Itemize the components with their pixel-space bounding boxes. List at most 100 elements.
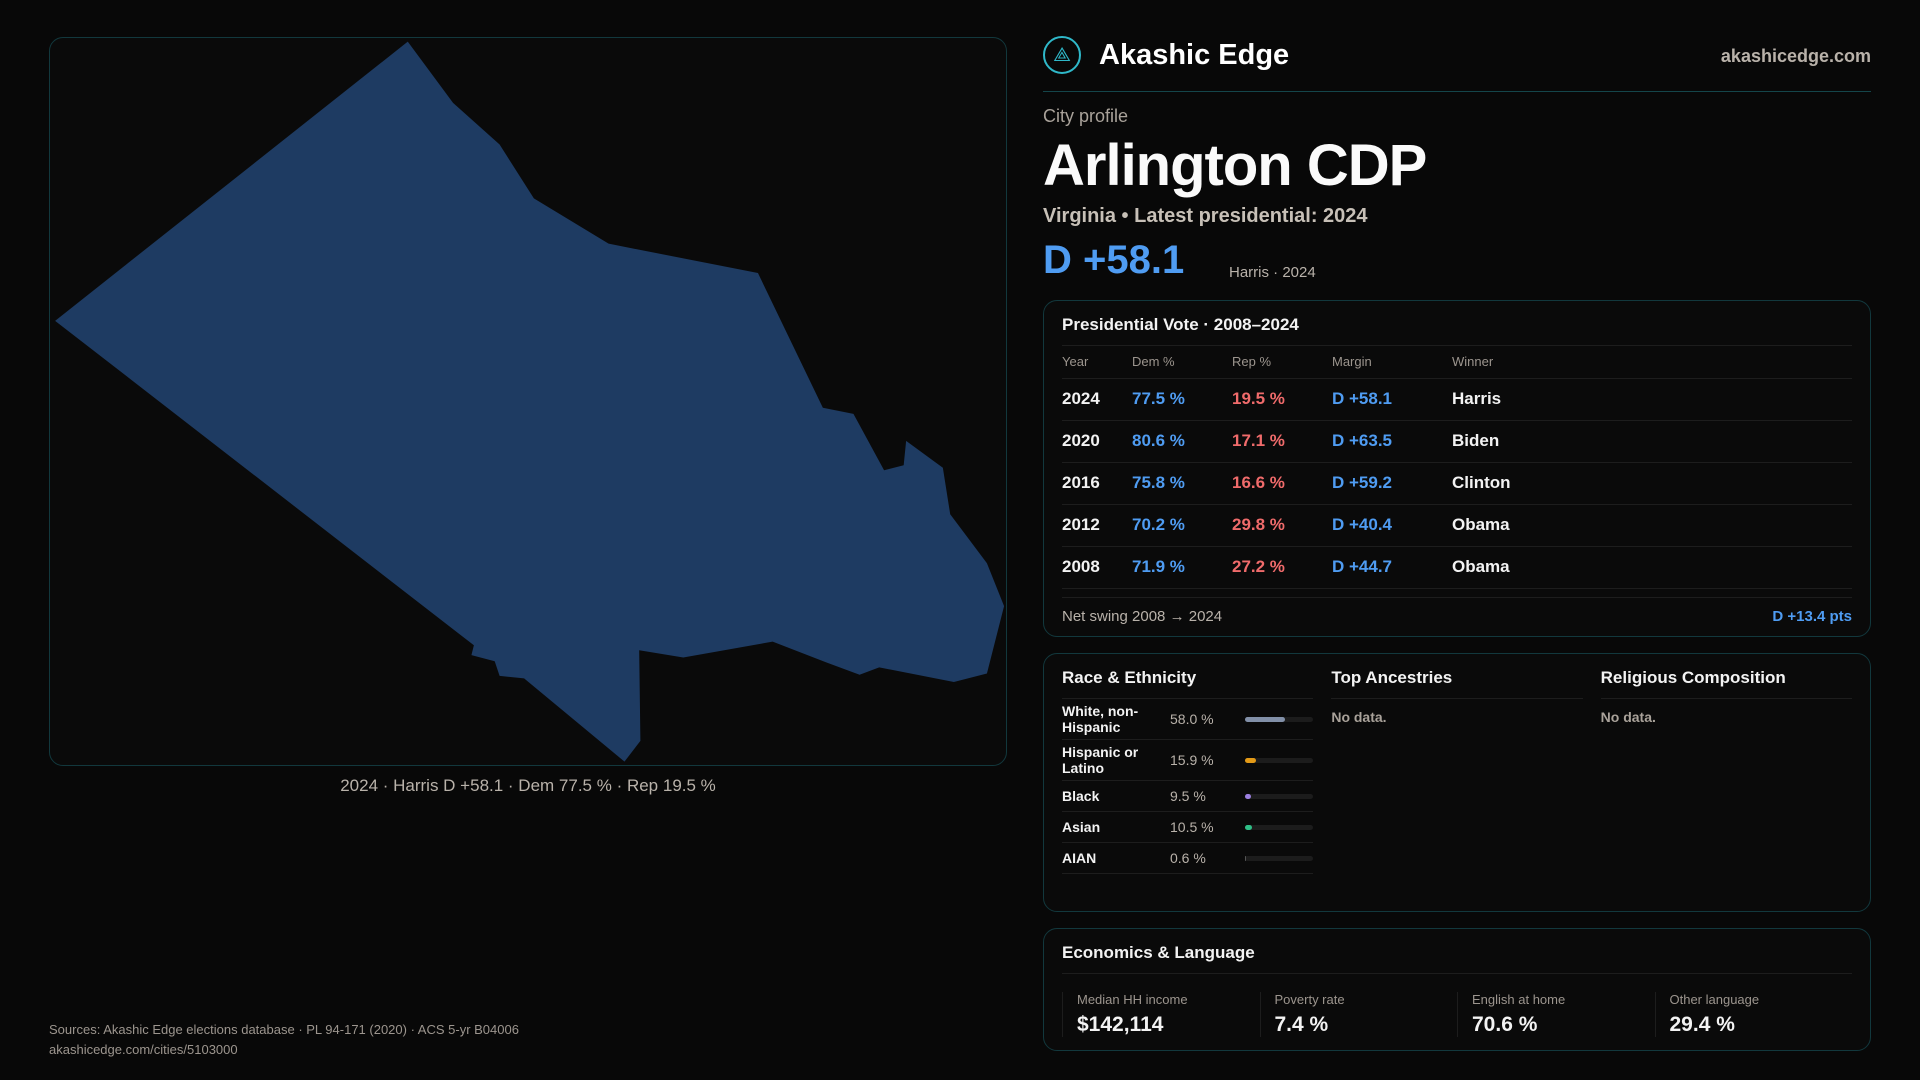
cell-dem: 77.5 % bbox=[1132, 378, 1232, 421]
race-row: White, non-Hispanic 58.0 % bbox=[1062, 699, 1314, 740]
race-section: Race & Ethnicity White, non-Hispanic 58.0… bbox=[1062, 654, 1314, 874]
race-bar bbox=[1245, 793, 1314, 799]
cell-rep: 27.2 % bbox=[1232, 546, 1332, 589]
econ-label: Other language bbox=[1669, 992, 1760, 1007]
cell-year: 2012 bbox=[1062, 504, 1132, 547]
race-value: 9.5 % bbox=[1170, 788, 1206, 804]
ancestries-title: Top Ancestries bbox=[1331, 654, 1583, 699]
race-label: Black bbox=[1062, 788, 1100, 804]
economics-card: Economics & Language Median HH income $14… bbox=[1043, 928, 1871, 1051]
econ-stat: Median HH income $142,114 bbox=[1062, 992, 1260, 1037]
page-kicker: City profile bbox=[1043, 106, 1129, 126]
economics-title: Economics & Language bbox=[1062, 929, 1852, 974]
econ-value: 29.4 % bbox=[1669, 1013, 1735, 1036]
footer: Sources: Akashic Edge elections database… bbox=[49, 1020, 519, 1060]
race-bar bbox=[1245, 855, 1314, 861]
cell-dem: 71.9 % bbox=[1132, 546, 1232, 589]
latest-margin: D +58.1 bbox=[1043, 238, 1185, 282]
econ-value: 70.6 % bbox=[1472, 1013, 1538, 1036]
race-value: 0.6 % bbox=[1170, 850, 1206, 866]
cell-winner: Harris bbox=[1452, 378, 1852, 421]
race-bar-fill bbox=[1245, 793, 1252, 799]
presidential-card: Presidential Vote · 2008–2024 Year Dem %… bbox=[1043, 300, 1871, 637]
col-winner: Winner bbox=[1452, 346, 1852, 379]
cell-year: 2020 bbox=[1062, 420, 1132, 463]
cell-winner: Clinton bbox=[1452, 462, 1852, 505]
net-swing: Net swing 2008 → 2024 D +13.4 pts bbox=[1062, 596, 1852, 635]
race-row: Black 9.5 % bbox=[1062, 781, 1314, 812]
cell-rep: 17.1 % bbox=[1232, 420, 1332, 463]
race-label: AIAN bbox=[1062, 850, 1097, 866]
ancestries-empty: No data. bbox=[1331, 709, 1387, 725]
race-bar bbox=[1245, 757, 1314, 763]
race-bar-fill bbox=[1245, 757, 1256, 763]
page-title: Arlington CDP bbox=[1043, 133, 1427, 198]
race-label: Asian bbox=[1062, 819, 1101, 835]
religion-empty: No data. bbox=[1600, 709, 1656, 725]
cell-year: 2024 bbox=[1062, 378, 1132, 421]
demographics-card: Race & Ethnicity White, non-Hispanic 58.0… bbox=[1043, 653, 1871, 912]
race-label: Hispanic or Latino bbox=[1062, 744, 1139, 776]
cell-rep: 19.5 % bbox=[1232, 378, 1332, 421]
table-row: 2008 71.9 % 27.2 % D +44.7 Obama bbox=[1062, 546, 1852, 589]
cell-margin: D +63.5 bbox=[1332, 420, 1452, 463]
table-row: 2016 75.8 % 16.6 % D +59.2 Clinton bbox=[1062, 462, 1852, 505]
latest-margin-note: Harris · 2024 bbox=[1229, 264, 1316, 281]
econ-stat: English at home 70.6 % bbox=[1457, 992, 1655, 1037]
race-bar-fill bbox=[1245, 716, 1285, 722]
race-title: Race & Ethnicity bbox=[1062, 654, 1314, 699]
race-label: White, non-Hispanic bbox=[1062, 703, 1139, 735]
cell-rep: 29.8 % bbox=[1232, 504, 1332, 547]
econ-label: Median HH income bbox=[1077, 992, 1188, 1007]
cell-dem: 70.2 % bbox=[1132, 504, 1232, 547]
presidential-title: Presidential Vote · 2008–2024 bbox=[1062, 301, 1852, 346]
brand-name: Akashic Edge bbox=[1099, 38, 1290, 71]
religion-title: Religious Composition bbox=[1600, 654, 1852, 699]
race-bar bbox=[1245, 824, 1314, 830]
econ-label: Poverty rate bbox=[1274, 992, 1345, 1007]
cell-winner: Obama bbox=[1452, 504, 1852, 547]
cell-year: 2016 bbox=[1062, 462, 1132, 505]
header-divider bbox=[1043, 91, 1871, 92]
race-value: 58.0 % bbox=[1170, 711, 1214, 727]
cell-dem: 75.8 % bbox=[1132, 462, 1232, 505]
cell-year: 2008 bbox=[1062, 546, 1132, 589]
cell-margin: D +44.7 bbox=[1332, 546, 1452, 589]
footer-url[interactable]: akashicedge.com/cities/5103000 bbox=[49, 1042, 238, 1057]
brand[interactable]: ⟁ Akashic Edge bbox=[1043, 36, 1289, 74]
race-bar bbox=[1245, 716, 1314, 722]
compass-seal-icon: ⟁ bbox=[1043, 36, 1081, 74]
race-value: 10.5 % bbox=[1170, 819, 1214, 835]
net-swing-label: Net swing 2008 → 2024 bbox=[1062, 607, 1223, 625]
city-boundary-shape[interactable] bbox=[55, 41, 1005, 762]
presidential-table: Year Dem % Rep % Margin Winner 2024 77.5 … bbox=[1062, 346, 1852, 589]
cell-rep: 16.6 % bbox=[1232, 462, 1332, 505]
race-row: Asian 10.5 % bbox=[1062, 812, 1314, 843]
site-link[interactable]: akashicedge.com bbox=[1720, 46, 1871, 66]
net-swing-value: D +13.4 pts bbox=[1772, 607, 1852, 625]
cell-margin: D +40.4 bbox=[1332, 504, 1452, 547]
table-row: 2012 70.2 % 29.8 % D +40.4 Obama bbox=[1062, 504, 1852, 547]
map-caption: 2024 · Harris D +58.1 · Dem 77.5 % · Rep… bbox=[340, 776, 716, 795]
table-row: 2020 80.6 % 17.1 % D +63.5 Biden bbox=[1062, 420, 1852, 463]
race-value: 15.9 % bbox=[1170, 752, 1214, 768]
footer-sources: Sources: Akashic Edge elections database… bbox=[49, 1022, 519, 1037]
cell-margin: D +58.1 bbox=[1332, 378, 1452, 421]
race-row: AIAN 0.6 % bbox=[1062, 843, 1314, 874]
cell-margin: D +59.2 bbox=[1332, 462, 1452, 505]
race-bar-fill bbox=[1245, 824, 1253, 830]
cell-winner: Biden bbox=[1452, 420, 1852, 463]
col-rep: Rep % bbox=[1232, 346, 1332, 379]
col-year: Year bbox=[1062, 346, 1132, 379]
race-row: Hispanic or Latino 15.9 % bbox=[1062, 740, 1314, 781]
col-margin: Margin bbox=[1332, 346, 1452, 379]
col-dem: Dem % bbox=[1132, 346, 1232, 379]
econ-stat: Poverty rate 7.4 % bbox=[1259, 992, 1458, 1037]
page-subtitle: Virginia • Latest presidential: 2024 bbox=[1043, 205, 1368, 227]
religion-section: Religious Composition No data. bbox=[1600, 654, 1852, 874]
cell-winner: Obama bbox=[1452, 546, 1852, 589]
econ-value: 7.4 % bbox=[1274, 1013, 1329, 1036]
table-row: 2024 77.5 % 19.5 % D +58.1 Harris bbox=[1062, 378, 1852, 421]
cell-dem: 80.6 % bbox=[1132, 420, 1232, 463]
